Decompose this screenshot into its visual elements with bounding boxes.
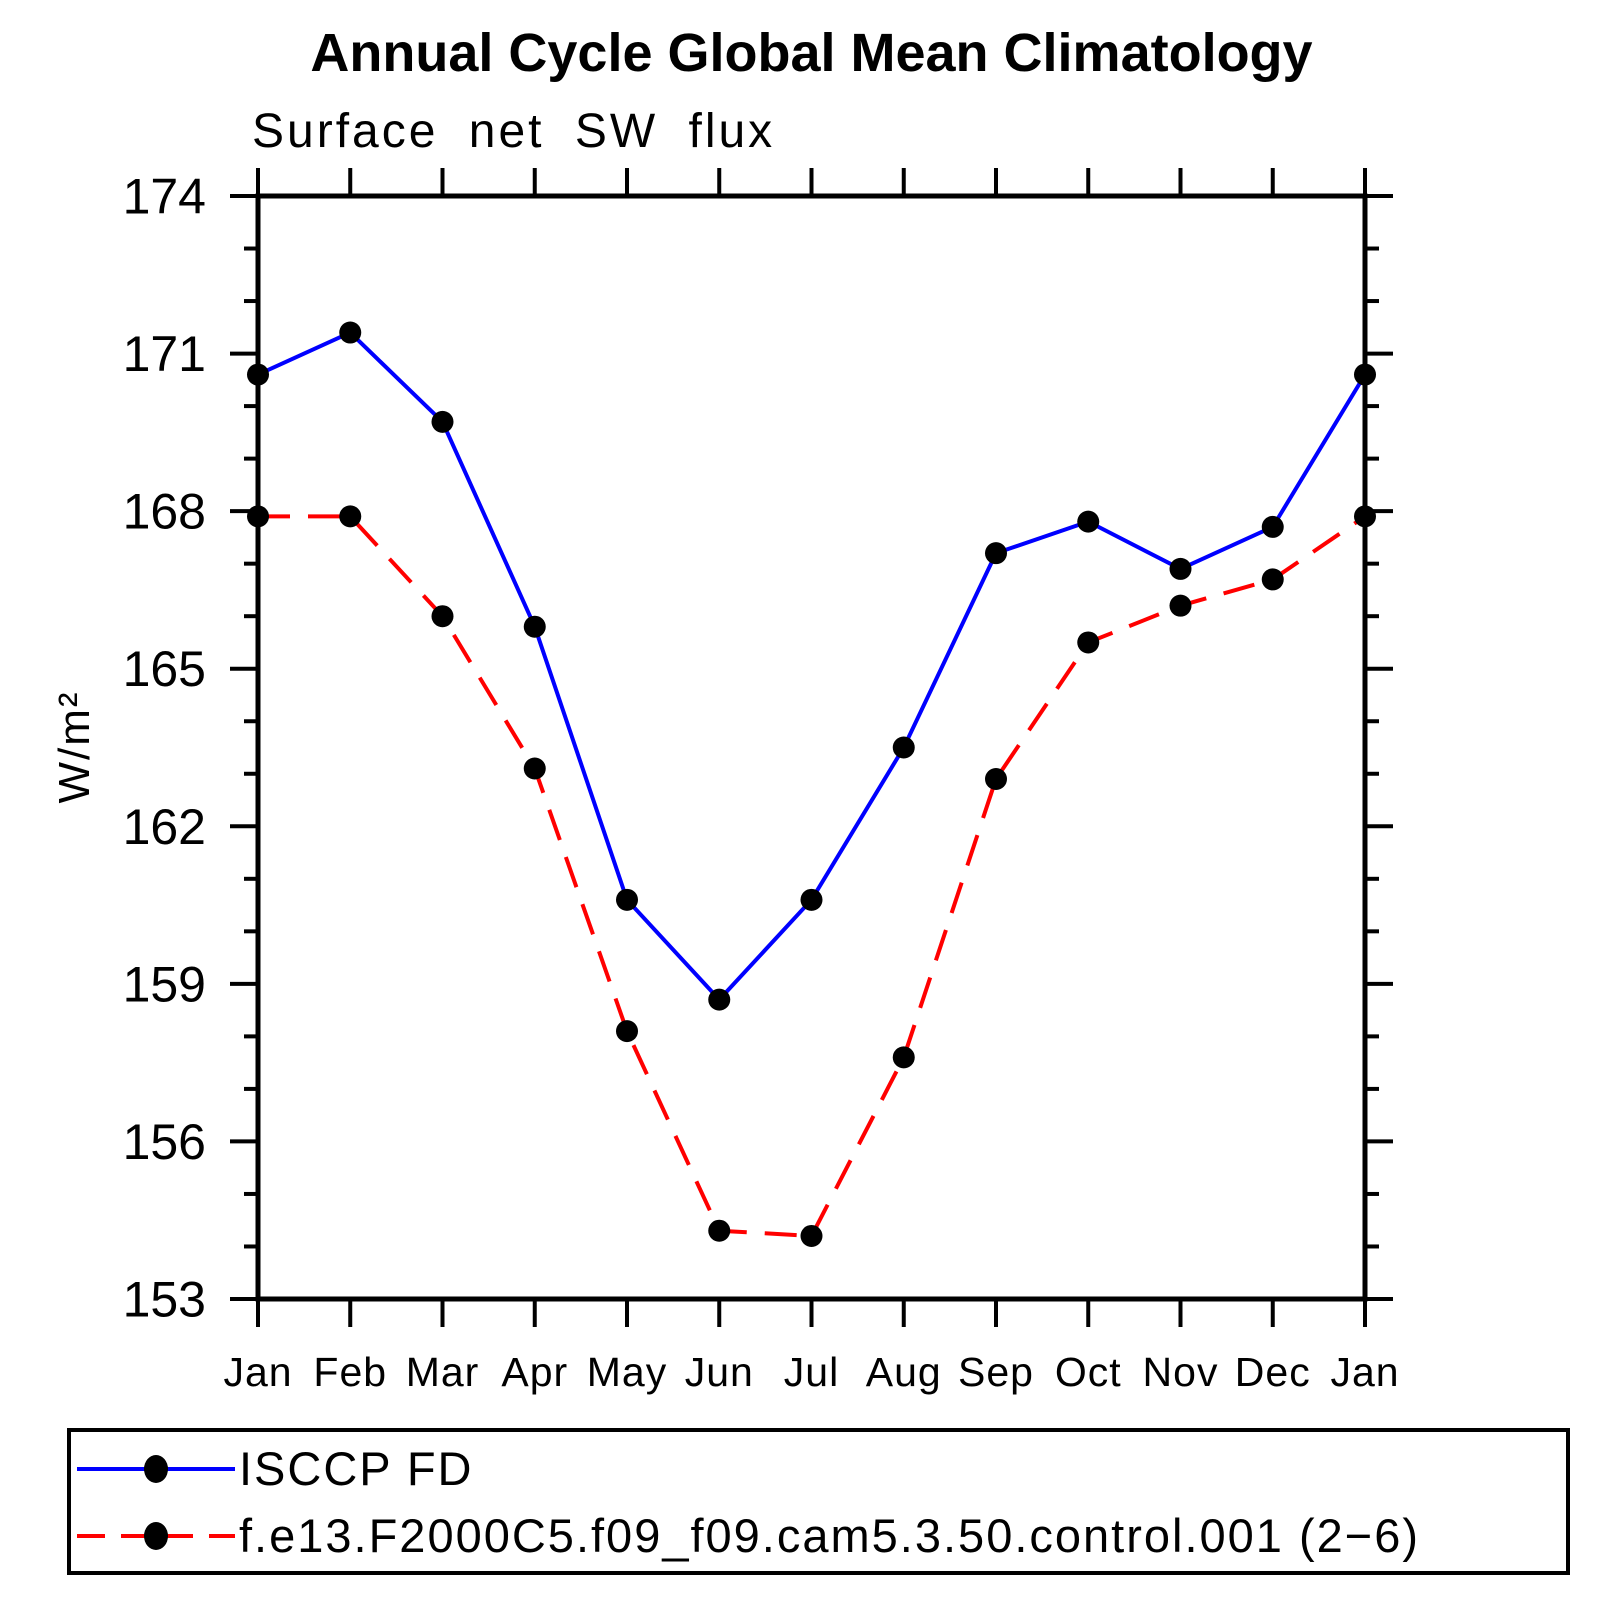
data-point-marker (339, 505, 362, 528)
data-point-marker (431, 605, 454, 628)
data-point-marker (708, 1219, 731, 1242)
data-point-marker (1077, 631, 1100, 654)
data-point-marker (1169, 594, 1192, 617)
data-point-marker (1261, 568, 1284, 591)
x-tick-label: Jan (1330, 1349, 1399, 1395)
legend-label: ISCCP FD (239, 1442, 474, 1495)
x-tick-label: Feb (313, 1349, 387, 1395)
legend-item: f.e13.F2000C5.f09_f09.cam5.3.50.control.… (75, 1512, 1420, 1560)
data-point-marker (339, 321, 362, 344)
x-tick-label: May (587, 1349, 667, 1395)
legend-line-sample-isccp (77, 1455, 235, 1483)
y-tick-label: 159 (123, 956, 206, 1012)
series-line-1 (258, 514, 1367, 1238)
x-tick-label: Jul (784, 1349, 839, 1395)
data-point-marker (985, 542, 1007, 565)
y-tick-label: 162 (123, 799, 206, 855)
data-point-marker (892, 1046, 915, 1069)
legend-label: f.e13.F2000C5.f09_f09.cam5.3.50.control.… (239, 1509, 1421, 1562)
data-point-marker (523, 757, 546, 780)
plot-frame (255, 193, 1368, 1302)
legend: ISCCP FD f.e13.F2000C5.f09_f09.cam5.3.50… (67, 1428, 1570, 1575)
x-tick-label: Dec (1235, 1349, 1311, 1395)
data-point-marker (800, 888, 823, 911)
chart-title: Annual Cycle Global Mean Climatology (310, 23, 1313, 83)
x-tick-label: Apr (501, 1349, 568, 1395)
legend-line-sample-model (77, 1522, 235, 1550)
legend-marker (144, 1455, 168, 1483)
data-point-marker (708, 988, 731, 1011)
x-tick-label: Jun (685, 1349, 754, 1395)
x-tick-label: Jan (223, 1349, 292, 1395)
x-tick-label: Oct (1055, 1349, 1122, 1395)
chart-subtitle: Surface net SW flux (252, 105, 776, 158)
data-point-marker (1077, 510, 1100, 533)
y-tick-label: 153 (123, 1272, 206, 1328)
legend-item: ISCCP FD (75, 1445, 474, 1493)
x-tick-label: Aug (866, 1349, 942, 1395)
y-tick-label: 168 (123, 484, 206, 540)
data-point-marker (800, 1224, 823, 1247)
data-point-marker (616, 888, 638, 911)
data-point-marker (985, 768, 1007, 791)
data-point-marker (523, 615, 546, 638)
data-point-marker (892, 736, 915, 759)
data-point-marker (1169, 557, 1192, 580)
data-point-marker (1261, 515, 1284, 538)
x-tick-label: Sep (958, 1349, 1034, 1395)
y-tick-label: 174 (123, 169, 206, 225)
y-tick-label: 156 (123, 1114, 206, 1170)
x-tick-label: Mar (406, 1349, 480, 1395)
data-point-marker (431, 410, 454, 433)
data-point-marker (616, 1020, 638, 1043)
legend-marker (144, 1522, 168, 1550)
x-tick-label: Nov (1143, 1349, 1219, 1395)
y-tick-label: 171 (123, 326, 206, 382)
y-tick-label: 165 (123, 641, 206, 697)
